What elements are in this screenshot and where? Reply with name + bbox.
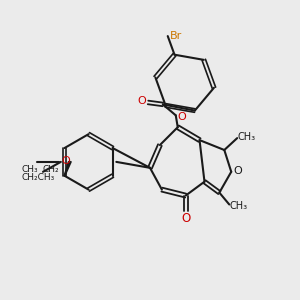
Text: Br: Br	[169, 31, 182, 41]
Text: O: O	[138, 97, 146, 106]
Text: CH₂: CH₂	[43, 165, 59, 174]
Text: O: O	[181, 212, 190, 225]
Text: CH₃: CH₃	[237, 132, 255, 142]
Text: O: O	[61, 156, 70, 166]
Text: CH₃: CH₃	[229, 202, 247, 212]
Text: O: O	[177, 112, 186, 122]
Text: O: O	[234, 166, 243, 176]
Text: CH₃: CH₃	[22, 165, 38, 174]
Text: CH₂CH₃: CH₂CH₃	[21, 173, 55, 182]
